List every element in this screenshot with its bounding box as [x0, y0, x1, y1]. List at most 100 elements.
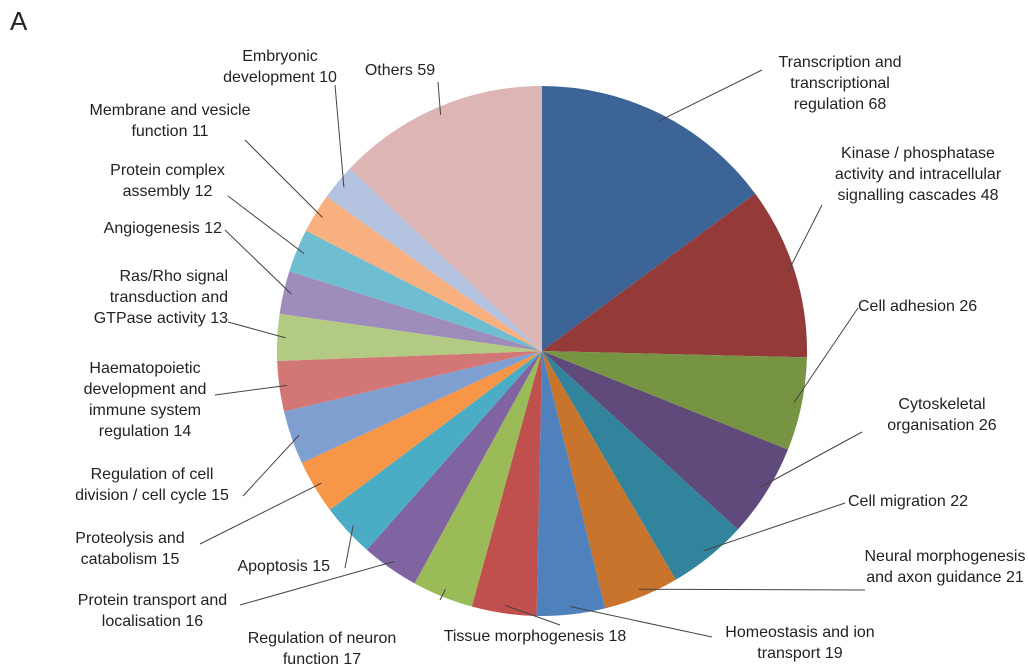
- leader-line: [239, 560, 395, 606]
- panel-label: A: [10, 6, 28, 36]
- value-label: 12: [194, 183, 213, 200]
- pie-slice: [277, 351, 542, 412]
- category-name: Cytoskeletal organisation: [887, 396, 986, 434]
- leader-line: [793, 307, 859, 404]
- slice-label: Others 59: [330, 60, 470, 81]
- leader-line: [199, 482, 322, 545]
- pie-slice: [542, 193, 807, 358]
- category-name: Homeostasis and ion transport: [725, 624, 875, 662]
- slice-label: Ras/Rho signal transduction and GTPase a…: [60, 266, 228, 329]
- slice-label: Neural morphogenesis and axon guidance 2…: [862, 546, 1028, 588]
- pie-slice: [536, 351, 606, 617]
- pie-slice: [289, 230, 542, 351]
- value-label: 59: [417, 62, 436, 79]
- pie-slice: [301, 351, 542, 510]
- category-name: Angiogenesis: [103, 220, 200, 237]
- slice-label: Protein complex assembly 12: [85, 160, 250, 202]
- leader-line: [334, 84, 345, 188]
- pie-slice: [542, 351, 788, 530]
- value-label: 48: [980, 187, 999, 204]
- slice-label: Cell adhesion 26: [858, 296, 1018, 317]
- leader-line: [214, 384, 288, 396]
- category-name: Membrane and vesicle function: [89, 102, 251, 140]
- leader-line: [224, 229, 292, 295]
- pie-slice: [542, 351, 807, 450]
- category-name: Proteolysis and catabolism: [75, 530, 185, 568]
- leader-line: [657, 69, 763, 122]
- category-name: Kinase / phosphatase activity and intrac…: [834, 145, 1002, 204]
- slice-label: Homeostasis and ion transport 19: [705, 622, 895, 664]
- value-label: 14: [173, 423, 192, 440]
- category-name: Embryonic development: [223, 48, 318, 86]
- category-name: Tissue morphogenesis: [443, 628, 605, 645]
- leader-line: [242, 434, 300, 497]
- value-label: 15: [211, 487, 229, 504]
- category-name: Regulation of cell division / cell cycle: [75, 466, 214, 504]
- pie-slice: [542, 86, 756, 351]
- slice-label: Protein transport and localisation 16: [55, 590, 250, 632]
- value-label: 12: [204, 220, 222, 237]
- value-label: 68: [868, 96, 887, 113]
- pie-slice: [279, 271, 542, 351]
- pie-slice: [326, 168, 542, 351]
- value-label: 15: [161, 551, 180, 568]
- leader-line: [504, 604, 561, 626]
- leader-line: [227, 195, 305, 255]
- slice-label: Kinase / phosphatase activity and intrac…: [818, 143, 1018, 206]
- leader-line: [638, 588, 866, 591]
- pie-slice: [305, 196, 542, 351]
- value-label: 13: [210, 310, 228, 327]
- category-name: Protein complex assembly: [110, 162, 225, 200]
- slice-label: Embryonic development 10: [205, 46, 355, 88]
- value-label: 10: [319, 69, 337, 86]
- leader-line: [244, 139, 323, 218]
- value-label: 16: [185, 613, 204, 630]
- pie-slice: [329, 351, 542, 550]
- leader-line: [703, 502, 846, 552]
- slice-label: Proteolysis and catabolism 15: [60, 528, 200, 570]
- slice-label: Tissue morphogenesis 18: [430, 626, 640, 647]
- leader-line: [227, 321, 286, 339]
- leader-line: [786, 204, 823, 274]
- pie-slice: [366, 351, 542, 584]
- category-name: Ras/Rho signal transduction and GTPase a…: [93, 268, 228, 327]
- value-label: 17: [343, 651, 362, 668]
- value-label: 26: [959, 298, 978, 315]
- pie-slice: [349, 86, 542, 351]
- pie-slice: [414, 351, 542, 607]
- category-name: Neural morphogenesis and axon guidance: [864, 548, 1026, 586]
- pie-slice: [277, 313, 542, 362]
- category-name: Others: [364, 62, 413, 79]
- slice-label: Cytoskeletal organisation 26: [862, 394, 1022, 436]
- pie-slice: [542, 351, 738, 580]
- leader-line: [759, 431, 863, 489]
- value-label: 15: [312, 558, 330, 575]
- category-name: Haematopoietic development and immune sy…: [83, 360, 207, 440]
- pie-slice: [283, 351, 542, 464]
- value-label: 11: [191, 123, 209, 140]
- pie-slice: [471, 351, 542, 616]
- leader-line: [570, 606, 713, 638]
- category-name: Cell adhesion: [858, 298, 955, 315]
- pie-slice: [542, 351, 676, 609]
- slice-label: Regulation of cell division / cell cycle…: [62, 464, 242, 506]
- category-name: Regulation of neuron function: [247, 630, 397, 668]
- value-label: 22: [950, 493, 969, 510]
- value-label: 18: [608, 628, 627, 645]
- value-label: 19: [824, 645, 843, 662]
- slice-label: Apoptosis 15: [180, 556, 330, 577]
- slice-label: Membrane and vesicle function 11: [85, 100, 255, 142]
- slice-label: Regulation of neuron function 17: [222, 628, 422, 670]
- leader-line: [437, 81, 442, 115]
- value-label: 21: [1005, 569, 1024, 586]
- slice-label: Cell migration 22: [848, 491, 1018, 512]
- value-label: 26: [978, 417, 997, 434]
- slice-label: Transcription and transcriptional regula…: [755, 52, 925, 115]
- slice-label: Angiogenesis 12: [60, 218, 222, 239]
- category-name: Cell migration: [848, 493, 946, 510]
- category-name: Transcription and transcriptional regula…: [778, 54, 902, 113]
- leader-line: [439, 589, 446, 601]
- category-name: Apoptosis: [237, 558, 308, 575]
